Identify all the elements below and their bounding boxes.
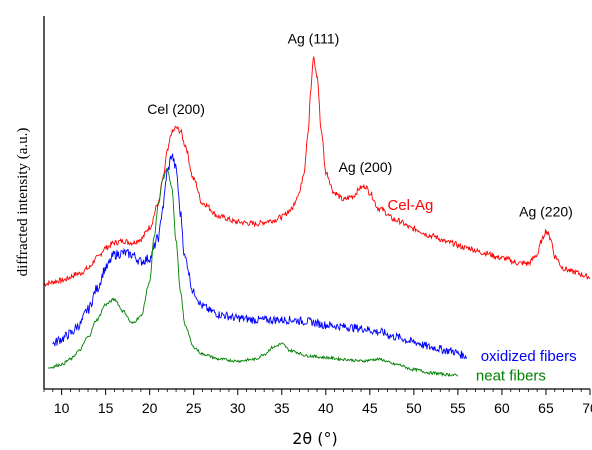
x-tick-label: 15 — [98, 400, 114, 416]
series-line — [48, 167, 459, 378]
x-tick-label: 55 — [450, 400, 466, 416]
x-tick-label: 20 — [142, 400, 158, 416]
x-tick-label: 10 — [54, 400, 70, 416]
y-axis-title: diffracted intensity (a.u.) — [15, 128, 31, 277]
series-line — [52, 153, 467, 360]
series-line — [43, 56, 591, 287]
x-tick-label: 65 — [538, 400, 554, 416]
x-tick-label: 25 — [186, 400, 202, 416]
peak-annotation: Ag (200) — [339, 159, 393, 175]
series-label: Cel-Ag — [387, 197, 433, 214]
x-tick-label: 35 — [274, 400, 290, 416]
peak-annotation: Cel (200) — [147, 101, 205, 117]
x-tick-label: 50 — [406, 400, 422, 416]
x-tick-label: 60 — [494, 400, 510, 416]
series-label: neat fibers — [476, 367, 546, 384]
peak-annotation: Ag (220) — [519, 204, 573, 220]
x-axis-ticks: 10 15 20 25 30 35 40 45 50 55 60 65 70 — [43, 389, 592, 416]
series-label: oxidized fibers — [481, 348, 577, 365]
x-tick-label: 45 — [362, 400, 378, 416]
x-tick-label: 40 — [318, 400, 334, 416]
x-axis-title: 2θ (°) — [292, 429, 338, 448]
peak-annotation: Ag (111) — [288, 30, 340, 46]
x-tick-label: 30 — [230, 400, 246, 416]
plot-area: Cel-Ag oxidized fibers neat fibers Cel (200… — [43, 30, 591, 384]
x-tick-label: 70 — [582, 400, 592, 416]
